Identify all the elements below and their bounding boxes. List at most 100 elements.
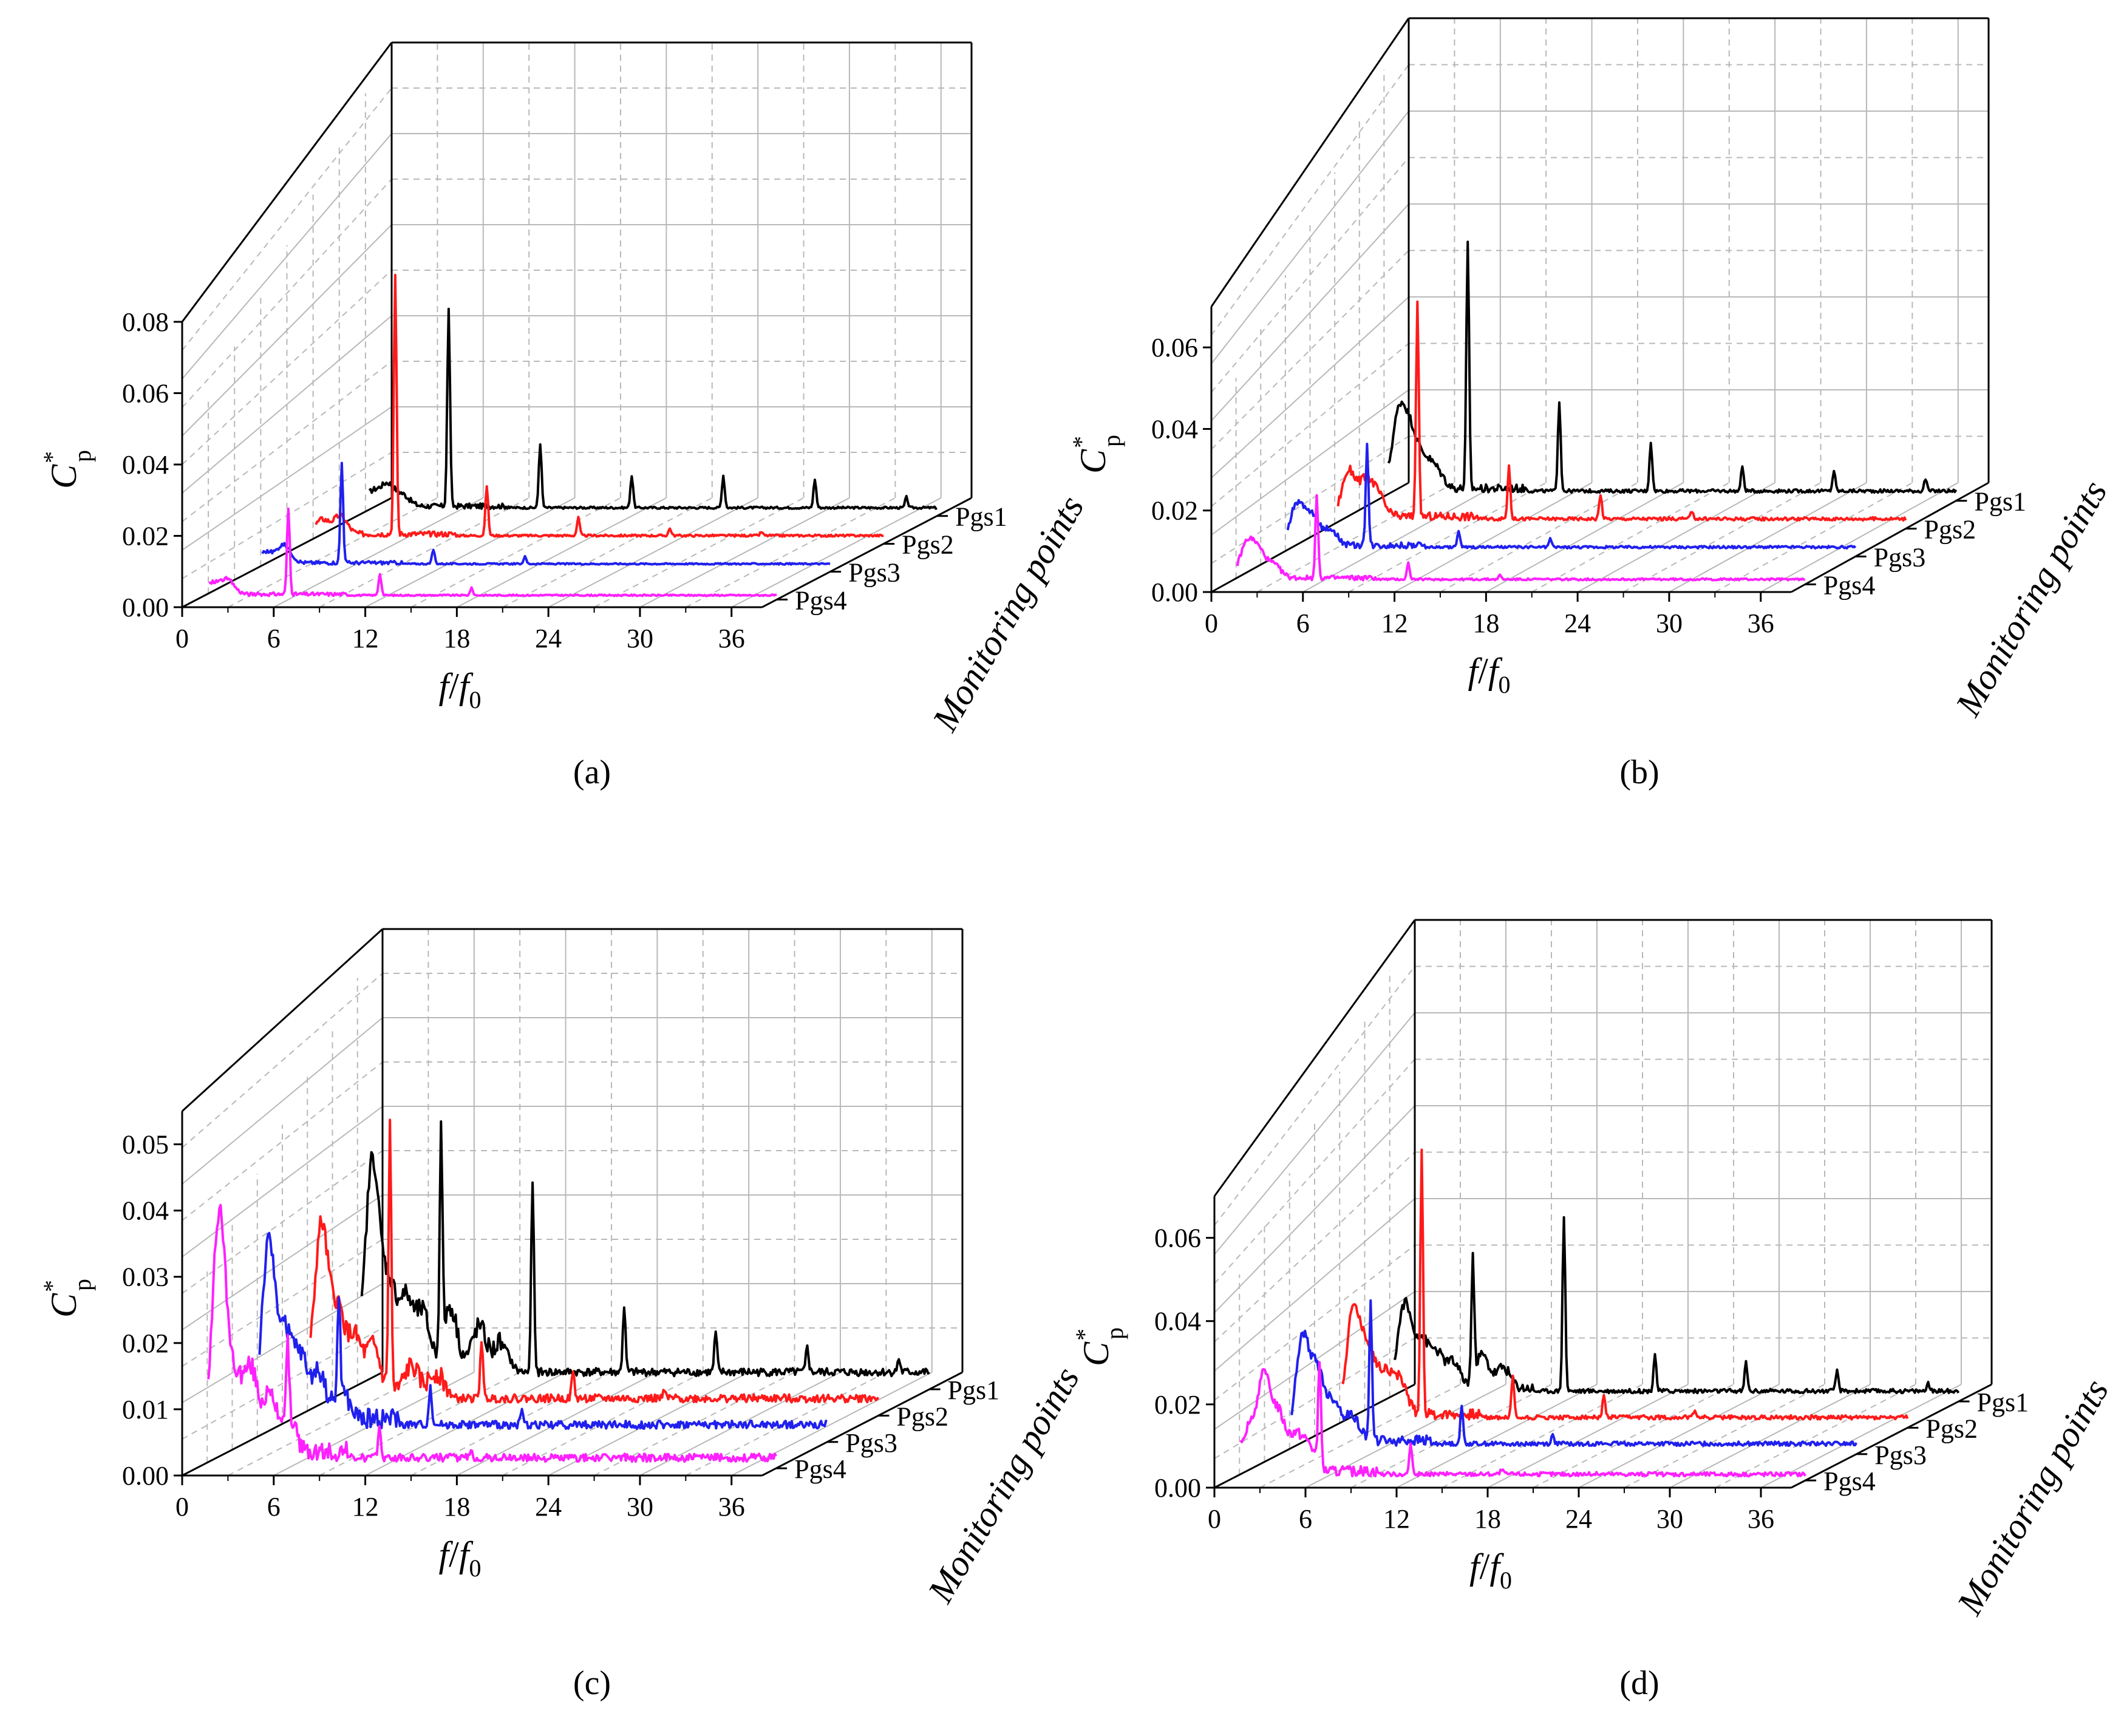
x-tick-label: 36 [1748,1504,1774,1534]
y-axis-label-sup: * [1067,436,1095,448]
grid-side-line [1211,64,1409,336]
panel-caption: (b) [1619,754,1659,791]
x-tick-label: 18 [1474,1504,1501,1534]
y-axis-label-main: C [1076,1341,1116,1366]
y-tick-label: 0.00 [122,1461,169,1491]
y-tick-label: 0.04 [1154,1307,1201,1336]
grid-side-line [182,87,392,351]
grid-floor-depth-line [1760,1384,1962,1488]
series-line-pgs3 [258,1231,828,1430]
x-ticks: 0 6 12 18 24 30 36 [1205,592,1774,638]
grid-floor-depth-line [1259,1384,1461,1488]
grid-side-line [1214,1198,1415,1372]
y-tick-label: 0.03 [122,1262,169,1292]
grid-floor-depth-line [273,1372,475,1476]
grid-floor-depth-line [1669,482,1867,593]
y-axis-label-sub: p [69,450,96,462]
x-tick-label: 0 [1208,1504,1221,1534]
panel-caption: (a) [573,754,611,791]
grid-side-line [1214,1105,1415,1313]
x-axis-label-sub: 0 [1500,1567,1512,1594]
grid-floor-depth-line [1531,482,1730,593]
grid-floor-depth-line [1348,482,1547,593]
x-tick-label: 0 [1205,608,1218,638]
series-label-pgs2: Pgs2 [902,530,954,560]
x-axis-label-slash: / [1478,651,1488,691]
x-axis-label-sub: 0 [469,1554,482,1582]
x-tick-label: 6 [267,1492,281,1522]
grid-floor-depth-line [319,497,529,608]
grid-floor-depth-line [456,497,667,608]
series-line-pgs2 [1336,300,1907,522]
y-tick-label: 0.02 [122,1329,169,1358]
y-axis-label: C* p [1067,435,1125,474]
panel-caption: (d) [1619,1664,1659,1702]
grid-side-line [182,270,392,465]
grid-side-line [182,1327,383,1440]
x-tick-label: 30 [1656,608,1683,638]
series-label-pgs1: Pgs1 [1974,487,2026,517]
x-tick-label: 6 [1299,1504,1312,1534]
series-label-pgs4: Pgs4 [795,585,847,615]
x-tick-label: 36 [1748,608,1774,638]
y-axis-label-main: C [1073,449,1113,474]
y-tick-label: 0.02 [1151,496,1198,526]
x-tick-label: 24 [535,1492,562,1522]
x-tick-label: 30 [1656,1504,1683,1534]
x-axis-label: f/f0 [438,1534,481,1582]
x-tick-label: 12 [352,1492,379,1522]
grid-floor-depth-line [1440,482,1638,593]
left-floor-edge [182,1371,383,1477]
grid-floor-depth-line [639,497,850,608]
grid-floor-depth-line [685,497,896,608]
y-tick-label: 0.06 [1154,1224,1201,1253]
x-tick-label: 36 [718,1492,745,1522]
x-tick-label: 18 [443,1492,470,1522]
grid-floor-depth-line [1760,482,1959,593]
series-label-pgs2: Pgs2 [1924,515,1976,545]
series-line-pgs1 [1387,240,1958,494]
x-axis-label-sub: 0 [469,686,482,713]
series-line-pgs3 [1290,1299,1857,1447]
grid [1211,18,1989,593]
grid-floor-depth-line [1394,482,1593,593]
series-label-pgs2: Pgs2 [896,1401,948,1431]
depth-axis-line [761,497,972,608]
x-tick-label: 36 [718,624,745,653]
grid-side-line [182,179,392,408]
y-ticks: 0.00 0.02 0.04 0.06 [1151,333,1211,607]
left-floor-edge [1211,482,1409,593]
grid-side-line [182,1239,383,1367]
grid-side-line [1214,1244,1415,1401]
y-tick-label: 0.06 [122,379,169,409]
depth-axis-line [1791,1383,1992,1489]
grid [182,928,962,1476]
top-left-edge [1210,18,1410,307]
y-axis-label-sub: p [69,1279,96,1291]
y-axis-label-main: C [44,464,84,489]
grid-side-line [182,1017,383,1185]
grid-floor-depth-line [1578,1384,1780,1488]
axes-frame [181,928,964,1477]
grid-floor-depth-line [594,497,805,608]
y-axis-label-sup: * [38,1280,66,1292]
y-axis-label: C* p [38,1279,96,1318]
grid-floor-depth-line [548,497,758,608]
grid-floor-depth-line [1623,482,1822,593]
grid-floor-depth-line [365,497,576,608]
depth-axis-label: Monitoring points [924,489,1091,738]
y-tick-label: 0.04 [1151,414,1198,444]
series-line-pgs4 [208,508,777,597]
grid-floor-depth-line [731,497,942,608]
grid-side-line [1211,250,1409,450]
grid-side-line [182,973,383,1148]
grid-floor-depth-line [1350,1384,1552,1488]
series-label-pgs1: Pgs1 [955,502,1007,532]
y-tick-label: 0.04 [122,1196,169,1226]
grid-side-line [1211,203,1409,421]
grid-floor-depth-line [410,497,621,608]
depth-axis-label: Monitoring points [1947,474,2107,723]
